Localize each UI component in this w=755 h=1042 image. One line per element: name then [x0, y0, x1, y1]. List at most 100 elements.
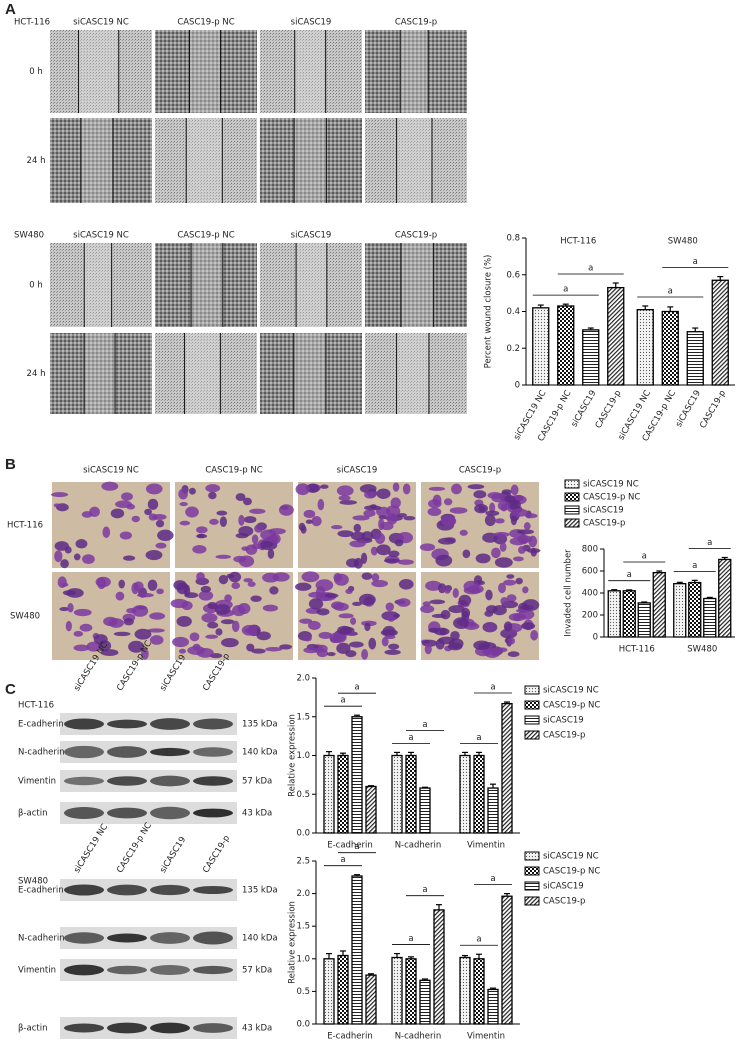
size-label: 140 kDa [242, 934, 278, 944]
cell [256, 631, 271, 641]
cell [388, 550, 400, 558]
error-bar [476, 751, 482, 756]
cell [517, 529, 534, 535]
cell [79, 623, 93, 632]
column-label: CASC19-p NC [177, 18, 234, 28]
cell [73, 644, 90, 652]
y-tick-label: 0.0 [296, 829, 310, 839]
row-label: 0 h [29, 281, 43, 291]
wound-gap [84, 333, 116, 414]
micrograph [365, 333, 467, 414]
y-tick-label: 0.0 [296, 1020, 310, 1030]
y-tick-label: 2.5 [296, 857, 310, 867]
protein-label: E-cadherin [18, 886, 64, 896]
protein-label: N-cadherin [18, 748, 65, 758]
bar [473, 754, 485, 834]
significance-label: a [422, 885, 427, 895]
blot-band [107, 965, 147, 975]
wound-gap [396, 118, 432, 203]
bar [419, 979, 431, 1025]
cell [384, 558, 401, 563]
cell [473, 640, 491, 651]
y-axis-label: Invaded cell number [564, 549, 574, 637]
cell [189, 632, 200, 642]
legend-label: CASC19-p NC [543, 867, 600, 877]
cell [243, 516, 257, 524]
cell [299, 618, 313, 624]
bar [501, 702, 513, 834]
wound-gap [186, 118, 223, 203]
bar [718, 558, 732, 638]
size-label: 57 kDa [242, 966, 272, 976]
cell [308, 598, 324, 610]
column-label: CASC19-p [395, 231, 437, 241]
micrograph [50, 243, 152, 327]
cell [493, 531, 510, 538]
blot-band [107, 1022, 147, 1034]
cell [444, 587, 451, 594]
bar [419, 787, 431, 834]
legend-label: CASC19-p [543, 897, 585, 907]
cell [241, 624, 258, 636]
micrograph [50, 118, 152, 203]
cell [507, 637, 516, 645]
legend-label: siCASC19 [543, 882, 584, 892]
cell [494, 557, 513, 568]
cell [60, 559, 69, 569]
significance-label: a [354, 842, 359, 852]
cell [315, 579, 334, 592]
blot-band [64, 807, 104, 819]
cell [205, 634, 218, 639]
cell [425, 580, 442, 591]
cell [196, 572, 205, 582]
cell [463, 580, 480, 592]
bar [459, 754, 471, 834]
cell [231, 620, 240, 632]
cell [358, 593, 376, 606]
cell [376, 488, 391, 499]
series-tick-label: CASC19-p [594, 389, 624, 431]
blot-band [64, 932, 104, 944]
cell [336, 485, 354, 497]
cell [515, 577, 523, 585]
protein-label: N-cadherin [18, 934, 65, 944]
error-bar [612, 282, 619, 288]
cell [467, 484, 485, 490]
bar [391, 754, 403, 834]
cell [254, 524, 264, 533]
cell [110, 508, 125, 519]
cell [149, 635, 164, 645]
cell [384, 634, 396, 640]
cell [378, 515, 387, 520]
cell [303, 635, 312, 642]
cell [510, 484, 519, 496]
blot-strip [60, 1017, 237, 1039]
cell [176, 582, 189, 595]
significance-label: a [642, 552, 647, 562]
blot-band [150, 718, 190, 730]
category-label: Vimentin [467, 1032, 505, 1042]
cell [126, 503, 136, 510]
cell [386, 612, 396, 622]
cell [102, 526, 111, 538]
y-tick-label: 0 [593, 633, 598, 643]
cell [122, 555, 136, 561]
cell [73, 553, 81, 561]
legend-label: siCASC19 NC [543, 686, 599, 696]
error-bar [537, 304, 544, 308]
cell [380, 629, 398, 637]
cell [101, 481, 119, 491]
significance-label: a [408, 934, 413, 944]
cell [220, 619, 235, 625]
panel-label: B [5, 456, 16, 473]
error-bar [721, 556, 728, 560]
legend-swatch [524, 715, 540, 725]
blot-strip [60, 927, 237, 949]
cell [65, 620, 72, 632]
cell [272, 572, 290, 582]
bar [582, 329, 600, 386]
bar [405, 958, 417, 1025]
cell [485, 589, 493, 601]
legend-label: siCASC19 NC [583, 480, 639, 490]
cell [386, 505, 401, 517]
